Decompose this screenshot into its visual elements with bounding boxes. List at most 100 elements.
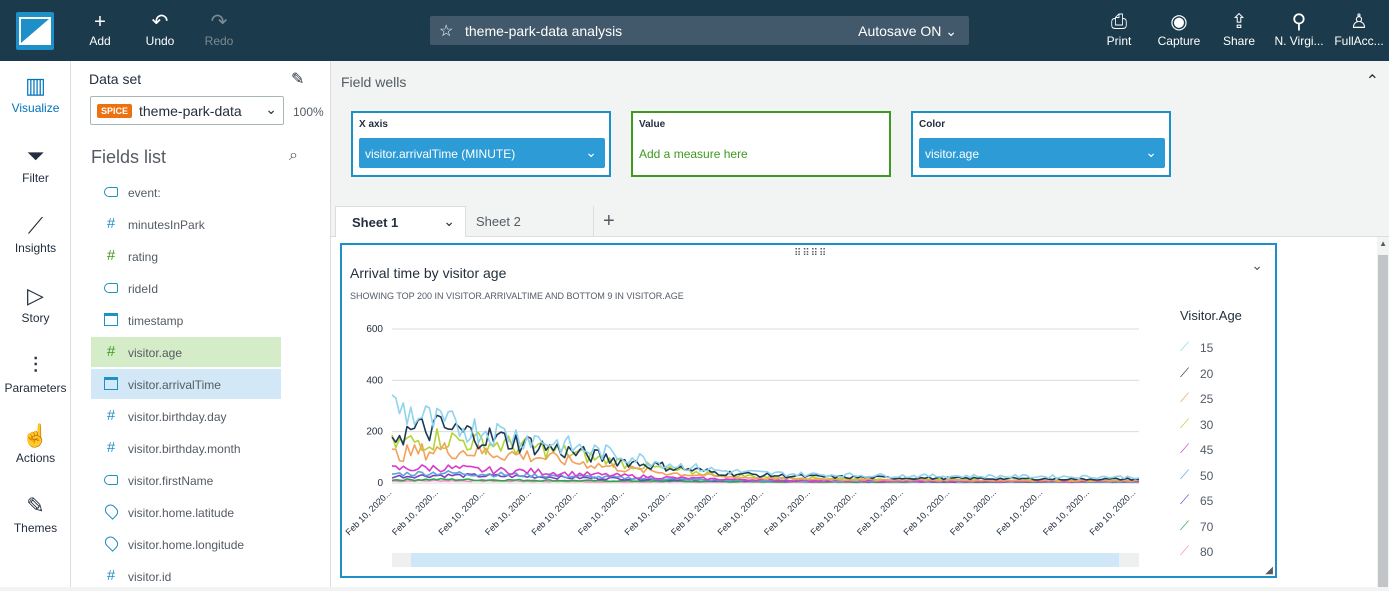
collapse-icon[interactable]: ⌃ — [1365, 73, 1379, 90]
color-well[interactable]: Color visitor.age ⌄ — [911, 111, 1171, 177]
measure-icon: # — [106, 215, 116, 232]
legend-swatch-icon: ⟋ — [1180, 415, 1190, 431]
x-axis-well-label: X axis — [359, 119, 388, 130]
pointer-gear-icon: ☝ — [21, 423, 50, 448]
color-field-select[interactable]: visitor.age ⌄ — [919, 138, 1165, 168]
pencil-icon[interactable]: ✎ — [291, 71, 305, 88]
tab-sheet-1[interactable]: Sheet 1 ⌄ — [335, 206, 466, 237]
legend-swatch-icon: ⟋ — [1180, 517, 1190, 533]
x-tick-label: Feb 10, 2020... — [902, 487, 952, 537]
fields-list-title: Fields list — [91, 147, 167, 167]
series-line-30[interactable] — [391, 428, 1140, 482]
series-line-25[interactable] — [391, 442, 1139, 483]
location-pin-icon — [102, 534, 120, 554]
field-name: timestamp — [128, 314, 184, 328]
field-item[interactable]: timestamp — [91, 305, 281, 335]
calendar-icon — [103, 312, 119, 330]
x-axis-well[interactable]: X axis visitor.arrivalTime (MINUTE) ⌄ — [351, 111, 611, 177]
user-button[interactable]: ♙ FullAcc... — [1329, 10, 1389, 48]
visual-menu-chevron-icon[interactable]: ⌄ — [1251, 257, 1263, 273]
horizontal-scroll-thumb[interactable] — [411, 553, 1119, 567]
rail-actions[interactable]: ☝ Actions — [0, 421, 71, 465]
rail-parameters[interactable]: ⫶ Parameters — [0, 351, 71, 395]
rail-visualize[interactable]: ▥ Visualize — [0, 71, 71, 115]
star-icon[interactable]: ☆ — [439, 23, 454, 40]
drag-handle-icon[interactable]: ⠿⠿⠿⠿ — [794, 248, 828, 259]
scroll-up-icon[interactable]: ▲ — [1379, 239, 1387, 248]
rail-filter[interactable]: ⏷ Filter — [0, 141, 71, 185]
bar-chart-icon: ▥ — [25, 73, 46, 98]
y-tick-label: 0 — [377, 478, 383, 489]
visual-title: Arrival time by visitor age — [350, 265, 507, 281]
series-line-20[interactable] — [391, 414, 1140, 481]
field-item[interactable]: visitor.firstName — [91, 465, 281, 495]
spice-percent: 100% — [293, 105, 324, 119]
dataset-select[interactable]: SPICE theme-park-data ⌄ — [90, 96, 284, 125]
vertical-scrollbar[interactable]: ▲ — [1377, 237, 1389, 587]
dataset-label: Data set — [89, 71, 142, 87]
add-measure-placeholder[interactable]: Add a measure here — [639, 147, 748, 161]
legend-label: 20 — [1200, 366, 1214, 381]
dimension-tag-icon — [103, 472, 119, 489]
legend-swatch-icon: ⟋ — [1180, 543, 1190, 558]
region-button[interactable]: ⚲ N. Virgi... — [1269, 10, 1329, 48]
field-item[interactable]: # visitor.birthday.day — [91, 401, 281, 431]
printer-icon: ⎙ — [1111, 11, 1127, 33]
rail-themes[interactable]: ✎ Themes — [0, 491, 71, 535]
field-item[interactable]: # visitor.birthday.month — [91, 433, 281, 463]
field-item[interactable]: event: — [91, 177, 281, 207]
y-tick-label: 600 — [366, 324, 383, 335]
x-tick-label: Feb 10, 2020... — [483, 487, 533, 537]
location-pin-icon — [102, 502, 120, 522]
share-button[interactable]: ⇪ Share — [1209, 10, 1269, 48]
series-line-15[interactable] — [391, 394, 1140, 480]
color-well-label: Color — [919, 119, 946, 130]
legend-label: 45 — [1200, 443, 1214, 457]
add-button[interactable]: + Add — [70, 10, 130, 48]
field-item[interactable]: visitor.home.longitude — [91, 529, 281, 559]
capture-button[interactable]: ◉ Capture — [1149, 10, 1209, 48]
field-name: visitor.birthday.month — [128, 442, 241, 456]
field-item[interactable]: rideId — [91, 273, 281, 303]
dimension-tag-icon — [103, 184, 119, 201]
tab-sheet-2[interactable]: Sheet 2 — [466, 206, 594, 237]
field-item[interactable]: visitor.arrivalTime — [91, 369, 281, 399]
search-icon[interactable]: ⌕ — [289, 147, 298, 164]
autosave-toggle[interactable]: Autosave ON ⌄ — [858, 23, 957, 39]
y-tick-label: 400 — [366, 375, 383, 386]
field-name: visitor.age — [128, 346, 183, 360]
field-item[interactable]: # rating — [91, 241, 281, 271]
quicksight-logo[interactable] — [16, 12, 54, 50]
undo-button[interactable]: ↶ Undo — [130, 10, 190, 48]
chevron-down-icon[interactable]: ⌄ — [443, 213, 455, 229]
x-tick-label: Feb 10, 2020... — [576, 487, 626, 537]
resize-handle-icon[interactable]: ◢ — [1265, 565, 1273, 576]
line-chart-visual[interactable]: ⠿⠿⠿⠿ Arrival time by visitor age SHOWING… — [340, 243, 1277, 578]
x-tick-label: Feb 10, 2020... — [1041, 487, 1091, 537]
analysis-title[interactable]: theme-park-data analysis — [465, 23, 623, 39]
field-name: visitor.arrivalTime — [128, 378, 221, 392]
visual-subtitle: SHOWING TOP 200 IN VISITOR.ARRIVALTIME A… — [350, 291, 684, 301]
chevron-down-icon: ⌄ — [945, 23, 957, 39]
redo-button[interactable]: ↷ Redo — [189, 10, 249, 48]
scrollbar-thumb[interactable] — [1378, 255, 1388, 587]
rail-insights[interactable]: ⟋ Insights — [0, 211, 71, 255]
add-sheet-icon[interactable]: + — [603, 210, 615, 232]
camera-icon: ◉ — [1170, 11, 1188, 33]
x-axis-field-select[interactable]: visitor.arrivalTime (MINUTE) ⌄ — [359, 138, 605, 168]
measure-icon: # — [106, 439, 116, 456]
measure-icon: # — [106, 247, 116, 264]
analysis-title-bar[interactable]: ☆ theme-park-data analysis Autosave ON ⌄ — [430, 16, 969, 45]
field-item[interactable]: # visitor.age — [91, 337, 281, 367]
field-name: rating — [128, 250, 159, 264]
value-well[interactable]: Value Add a measure here — [631, 111, 891, 177]
redo-icon: ↷ — [210, 11, 228, 33]
field-item[interactable]: visitor.home.latitude — [91, 497, 281, 527]
left-rail: ▥ Visualize ⏷ Filter ⟋ Insights ▷ Story … — [0, 61, 71, 587]
field-item[interactable]: # minutesInPark — [91, 209, 281, 239]
user-icon: ♙ — [1350, 11, 1368, 33]
print-button[interactable]: ⎙ Print — [1089, 10, 1149, 48]
x-tick-label: Feb 10, 2020... — [948, 487, 998, 537]
rail-story[interactable]: ▷ Story — [0, 281, 71, 325]
field-item[interactable]: # visitor.id — [91, 561, 281, 591]
